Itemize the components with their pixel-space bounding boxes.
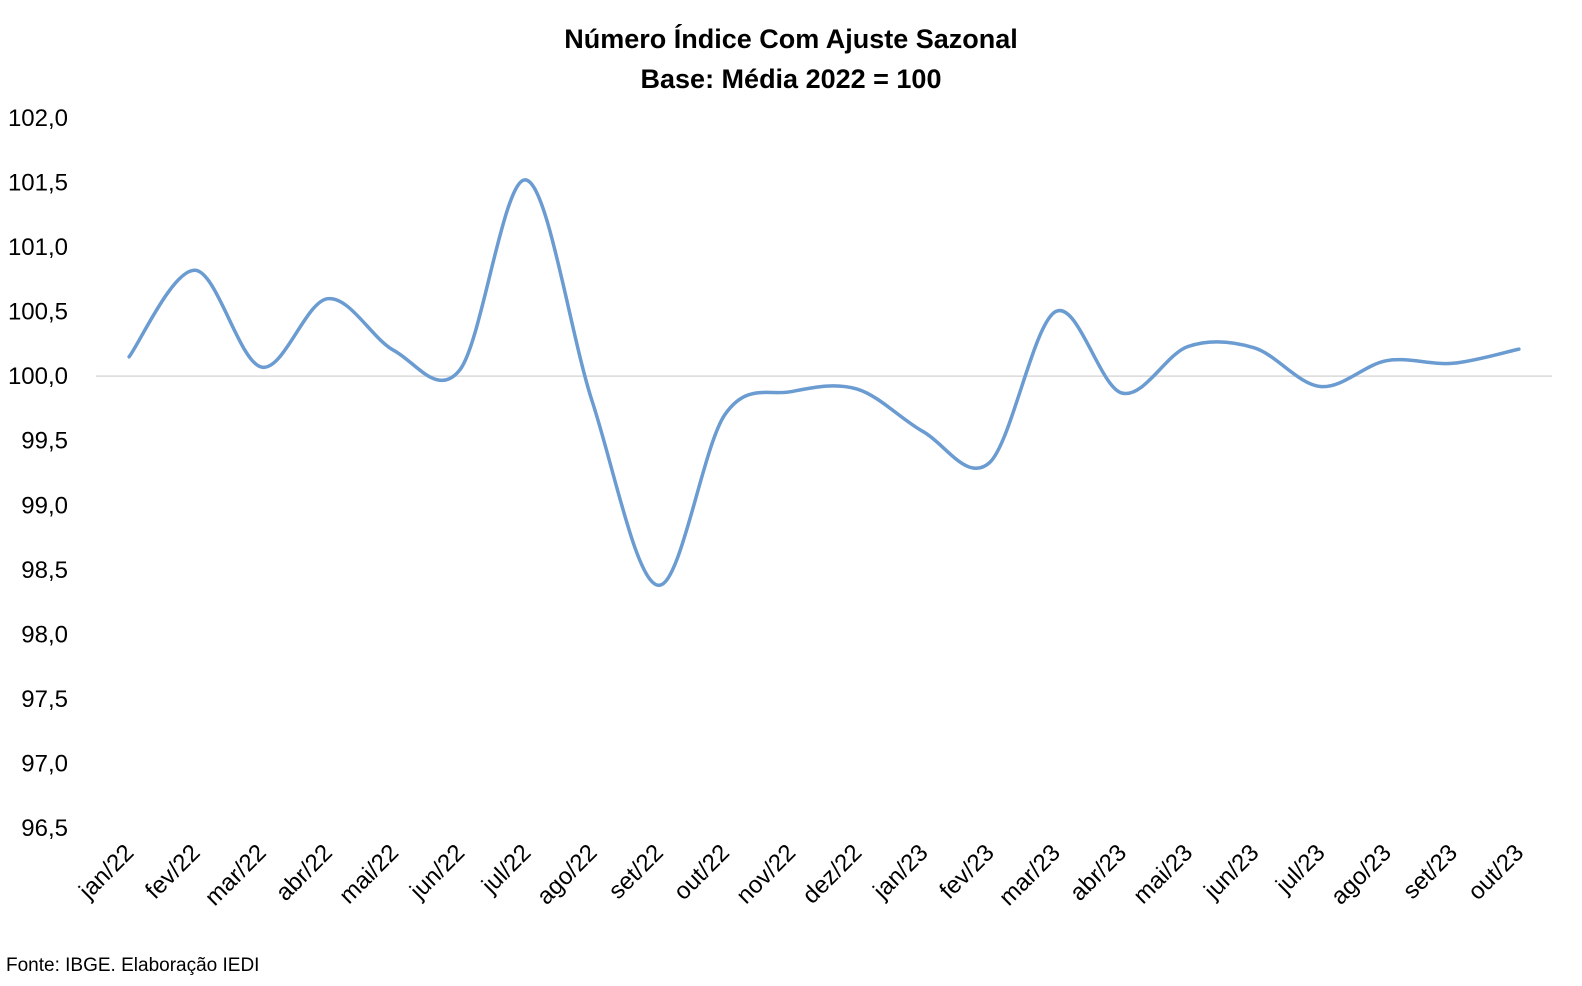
y-tick-label: 101,5	[8, 170, 68, 197]
x-tick-label: out/22	[669, 839, 735, 905]
data-point	[259, 365, 263, 369]
data-point	[1186, 344, 1190, 348]
x-tick-label: ago/22	[532, 839, 603, 910]
data-point	[458, 368, 462, 372]
y-tick-label: 99,0	[21, 492, 68, 519]
x-tick-label: nov/22	[731, 839, 801, 909]
data-point	[127, 355, 131, 359]
data-point	[657, 583, 661, 587]
x-tick-label: mai/22	[334, 839, 404, 909]
data-point	[193, 268, 197, 272]
data-point	[855, 387, 859, 391]
x-tick-label: mar/23	[994, 839, 1066, 911]
data-point	[723, 413, 727, 417]
data-point	[921, 430, 925, 434]
x-tick-label: set/23	[1398, 839, 1463, 904]
x-tick-label: fev/22	[140, 839, 205, 904]
x-tick-label: jun/23	[1198, 839, 1264, 905]
y-tick-label: 98,0	[21, 621, 68, 648]
chart-subtitle: Base: Média 2022 = 100	[641, 64, 942, 94]
data-point	[1252, 346, 1256, 350]
x-tick-label: jul/23	[1270, 839, 1330, 899]
x-tick-label: dez/22	[797, 839, 867, 909]
data-point	[524, 178, 528, 182]
data-point	[1318, 385, 1322, 389]
data-point	[1120, 391, 1124, 395]
data-point	[590, 400, 594, 404]
x-tick-label: jun/22	[404, 839, 470, 905]
chart-title: Número Índice Com Ajuste Sazonal	[564, 23, 1018, 54]
x-tick-label: fev/23	[934, 839, 999, 904]
x-tick-label: abr/22	[271, 839, 338, 906]
x-tick-label: abr/23	[1065, 839, 1132, 906]
data-point	[1451, 361, 1455, 365]
y-tick-label: 101,0	[8, 234, 68, 261]
data-point	[1054, 310, 1058, 314]
y-tick-label: 98,5	[21, 557, 68, 584]
source-note: Fonte: IBGE. Elaboração IEDI	[6, 955, 260, 976]
y-tick-label: 102,0	[8, 105, 68, 132]
x-tick-label: ago/23	[1326, 839, 1397, 910]
y-axis-tick-labels: 102,0 101,5 101,0 100,5 100,0 99,5 99,0 98,5 98,…	[8, 105, 68, 842]
data-point	[326, 297, 330, 301]
y-tick-label: 99,5	[21, 428, 68, 455]
y-tick-label: 97,0	[21, 750, 68, 777]
y-tick-label: 96,5	[21, 815, 68, 842]
data-point	[789, 390, 793, 394]
x-tick-label: out/23	[1463, 839, 1529, 905]
data-point	[1385, 359, 1389, 363]
y-tick-label: 97,5	[21, 686, 68, 713]
x-tick-label: jan/23	[867, 839, 933, 905]
y-tick-label: 100,5	[8, 299, 68, 326]
x-tick-label: set/22	[603, 839, 668, 904]
data-point	[1517, 347, 1521, 351]
x-tick-label: mar/22	[200, 839, 272, 911]
data-point	[392, 348, 396, 352]
x-tick-label: jul/22	[476, 839, 536, 899]
y-tick-label: 100,0	[8, 363, 68, 390]
x-tick-label: mai/23	[1128, 839, 1198, 909]
x-tick-label: jan/22	[73, 839, 139, 905]
data-point	[987, 461, 991, 465]
series-line	[127, 178, 1521, 588]
